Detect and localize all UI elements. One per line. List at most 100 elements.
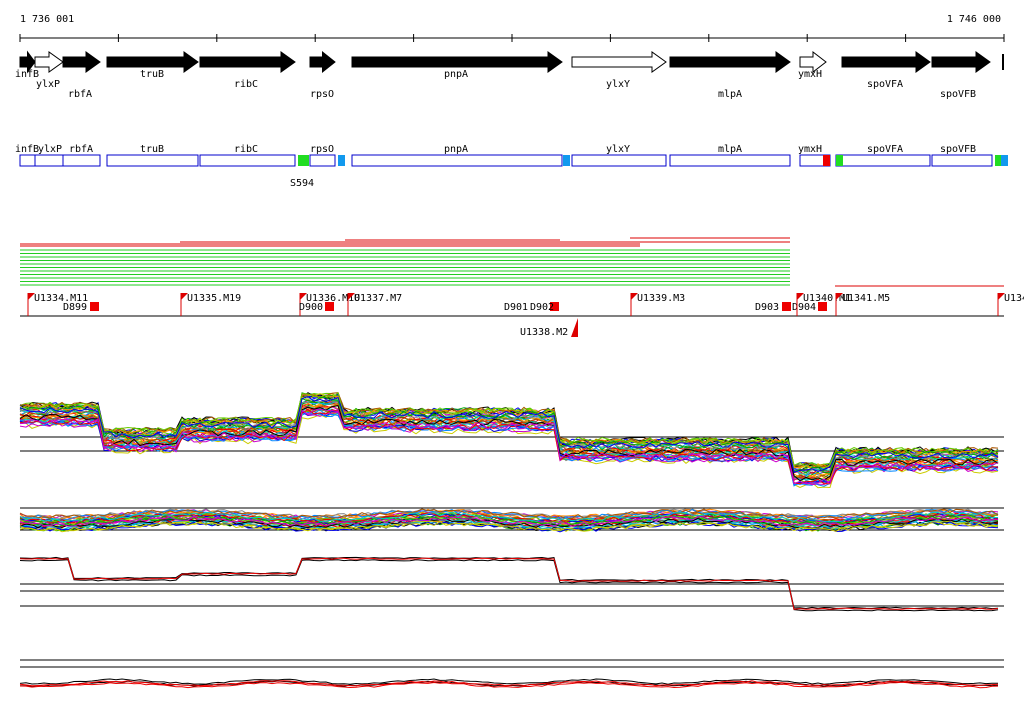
signal-trace xyxy=(19,557,999,610)
gene-box xyxy=(106,154,199,167)
signal-trace xyxy=(19,520,999,532)
gene-box xyxy=(19,154,36,167)
box-marker xyxy=(298,155,309,166)
box-marker-label: S594 xyxy=(290,178,314,189)
gene-arrow xyxy=(799,50,827,74)
feature-flag xyxy=(631,293,638,300)
feature-box xyxy=(550,302,559,311)
signal-trace xyxy=(19,516,999,527)
gene-box xyxy=(931,154,993,167)
feature-label: U1338.M2 xyxy=(520,327,568,338)
gene-label: spoVFA xyxy=(867,79,903,90)
gene-box-label: truB xyxy=(140,144,164,155)
gene-box xyxy=(835,154,931,167)
gene-arrow xyxy=(309,50,336,74)
gene-box-label: ymxH xyxy=(798,144,822,155)
box-marker xyxy=(1001,155,1008,166)
gene-arrow xyxy=(571,51,667,73)
feature-flag xyxy=(836,293,843,300)
gene-label: truB xyxy=(140,69,164,80)
ruler-end: 1 746 000 xyxy=(947,14,1001,25)
gene-arrow xyxy=(34,51,64,73)
signal-trace xyxy=(19,559,999,612)
feature-flag xyxy=(998,293,1005,300)
signal-trace xyxy=(19,508,999,520)
feature-label: U1341.M5 xyxy=(842,293,890,304)
feature-flag xyxy=(181,293,188,300)
feature-box xyxy=(90,302,99,311)
ruler-start: 1 736 001 xyxy=(20,14,74,25)
gene-box xyxy=(309,154,336,167)
gene-arrow xyxy=(669,51,791,73)
gene-box-label: ylxY xyxy=(606,144,630,155)
gene-label: pnpA xyxy=(444,69,468,80)
signal-trace xyxy=(19,680,999,687)
signal-trace xyxy=(19,521,999,533)
box-marker xyxy=(995,155,1002,166)
gene-arrow xyxy=(351,51,563,73)
gene-arrow xyxy=(62,51,101,73)
feature-box xyxy=(325,302,334,311)
gene-label: ymxH xyxy=(798,69,822,80)
feature-flag xyxy=(300,293,307,300)
feature-flag xyxy=(571,318,578,337)
gene-arrow xyxy=(199,51,296,73)
signal-trace xyxy=(19,511,999,523)
signal-trace xyxy=(19,681,999,689)
gene-box-label: ylxP xyxy=(38,144,62,155)
gene-label: ylxY xyxy=(606,79,630,90)
signal-trace xyxy=(19,402,999,480)
box-marker xyxy=(836,155,843,166)
signal-trace xyxy=(19,512,999,524)
feature-label: U1337.M7 xyxy=(354,293,402,304)
signal-trace xyxy=(19,508,999,520)
signal-trace xyxy=(19,678,999,685)
signal-trace xyxy=(19,508,999,521)
signal-trace xyxy=(19,405,999,482)
box-marker xyxy=(563,155,570,166)
signal-trace xyxy=(19,515,999,527)
feature-label: D904 xyxy=(792,302,816,313)
gene-box-label: pnpA xyxy=(444,144,468,155)
gene-box xyxy=(351,154,563,167)
feature-label: U134 xyxy=(1004,293,1024,304)
gene-box-label: rpsO xyxy=(310,144,334,155)
gene-box xyxy=(199,154,296,167)
gene-label: rpsO xyxy=(310,89,334,100)
gene-label: infB xyxy=(15,69,39,80)
gene-label: ylxP xyxy=(36,79,60,90)
gene-arrow xyxy=(931,51,991,73)
signal-trace xyxy=(19,399,999,475)
signal-trace xyxy=(19,391,999,469)
gene-box-label: spoVFB xyxy=(940,144,976,155)
gene-box xyxy=(62,154,101,167)
gene-box-label: mlpA xyxy=(718,144,742,155)
gene-arrow xyxy=(106,51,199,73)
feature-label: U1334.M11 xyxy=(34,293,88,304)
signal-trace xyxy=(19,408,999,485)
feature-box xyxy=(782,302,791,311)
feature-label: D901 xyxy=(504,302,528,313)
feature-flag xyxy=(28,293,35,300)
gene-box xyxy=(571,154,667,167)
feature-flag xyxy=(348,293,355,300)
feature-label: D902 xyxy=(530,302,554,313)
signal-trace xyxy=(19,396,999,474)
gene-box-label: rbfA xyxy=(69,144,93,155)
gene-box xyxy=(34,154,64,167)
gene-box-label: ribC xyxy=(234,144,258,155)
feature-label: D899 xyxy=(63,302,87,313)
gene-label: spoVFB xyxy=(940,89,976,100)
box-marker xyxy=(338,155,345,166)
gene-arrow xyxy=(19,50,36,74)
feature-label: U1335.M19 xyxy=(187,293,241,304)
feature-label: U1339.M3 xyxy=(637,293,685,304)
feature-label: D900 xyxy=(299,302,323,313)
feature-label: U1340.M1 xyxy=(803,293,851,304)
gene-box-label: spoVFA xyxy=(867,144,903,155)
feature-box xyxy=(818,302,827,311)
feature-flag xyxy=(797,293,804,300)
gene-label: rbfA xyxy=(68,89,92,100)
feature-label: U1336.M10 xyxy=(306,293,360,304)
